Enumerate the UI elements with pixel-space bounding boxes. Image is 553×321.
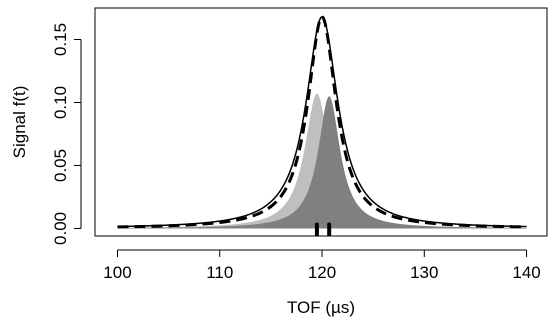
y-tick-label: 0.10: [51, 86, 70, 119]
x-tick-label: 130: [410, 263, 438, 282]
x-tick-labels: 100 110 120 130 140: [103, 263, 540, 282]
y-axis-label: Signal f(t): [10, 86, 29, 159]
y-tick-label: 0.15: [51, 23, 70, 56]
filled-peak-areas: [117, 93, 527, 229]
rug-marks: [314, 222, 332, 237]
y-tick-marks: [74, 38, 81, 229]
y-tick-label: 0.00: [51, 212, 70, 245]
x-tick-label: 110: [206, 263, 233, 282]
x-axis-label: TOF (µs): [287, 298, 355, 317]
y-tick-labels: 0.00 0.05 0.10 0.15: [51, 23, 70, 245]
x-tick-marks: [116, 250, 528, 257]
x-tick-label: 120: [308, 263, 336, 282]
peak-curves: [117, 15, 527, 229]
x-axis: 100 110 120 130 140: [103, 249, 541, 282]
y-axis: 0.00 0.05 0.10 0.15: [51, 23, 82, 245]
y-tick-label: 0.05: [51, 149, 70, 182]
plot-frame: [94, 7, 548, 237]
dashed-curve: [117, 15, 527, 229]
filled-area-peak-2: [117, 96, 527, 229]
x-tick-label: 140: [512, 263, 540, 282]
x-tick-label: 100: [103, 263, 131, 282]
